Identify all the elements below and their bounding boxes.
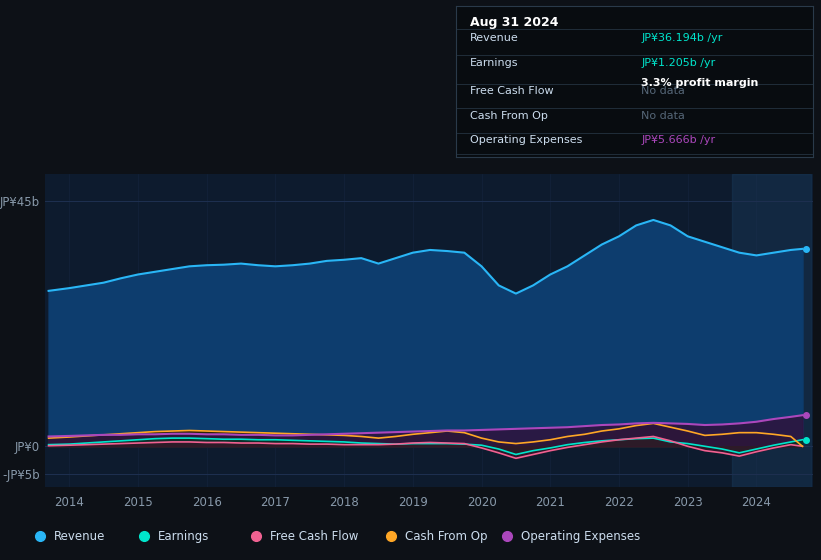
Text: JP¥5.666b /yr: JP¥5.666b /yr xyxy=(641,135,715,145)
Text: Revenue: Revenue xyxy=(54,530,105,543)
Text: No data: No data xyxy=(641,86,686,96)
Text: No data: No data xyxy=(641,111,686,121)
Text: Earnings: Earnings xyxy=(158,530,209,543)
Text: JP¥36.194b /yr: JP¥36.194b /yr xyxy=(641,33,722,43)
Text: 3.3% profit margin: 3.3% profit margin xyxy=(641,78,759,88)
Text: Revenue: Revenue xyxy=(470,33,519,43)
Text: Earnings: Earnings xyxy=(470,58,518,68)
Text: Free Cash Flow: Free Cash Flow xyxy=(270,530,359,543)
Text: Aug 31 2024: Aug 31 2024 xyxy=(470,16,558,29)
Text: Operating Expenses: Operating Expenses xyxy=(521,530,640,543)
Text: Cash From Op: Cash From Op xyxy=(405,530,488,543)
Text: Cash From Op: Cash From Op xyxy=(470,111,548,121)
Text: JP¥1.205b /yr: JP¥1.205b /yr xyxy=(641,58,716,68)
Text: Free Cash Flow: Free Cash Flow xyxy=(470,86,553,96)
Text: Operating Expenses: Operating Expenses xyxy=(470,135,582,145)
Bar xyxy=(732,174,811,487)
